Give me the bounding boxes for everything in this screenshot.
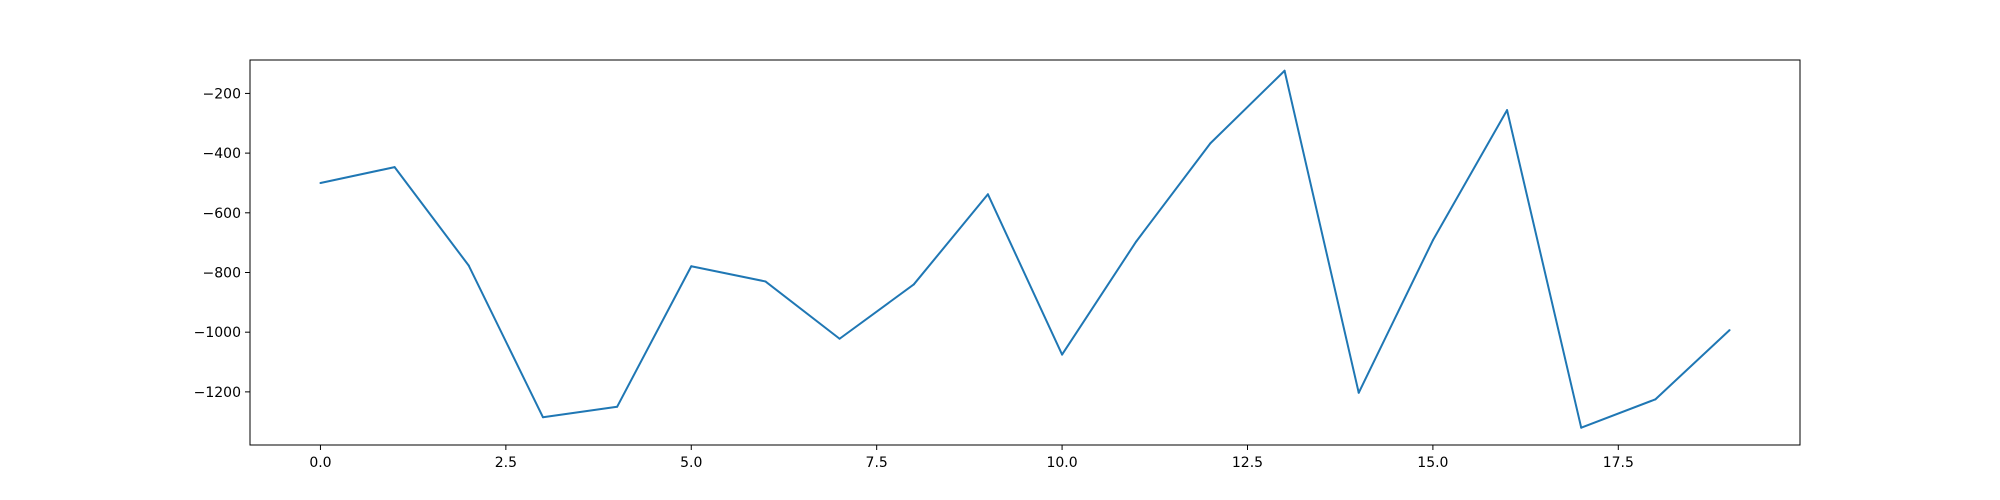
x-tick-label: 17.5	[1603, 455, 1634, 471]
x-axis: 0.0 2.5 5.0 7.5 10.0 12.5 15.0 17.5	[309, 445, 1634, 471]
y-tick-label: −1000	[194, 325, 241, 341]
y-tick-label: −1200	[194, 385, 241, 401]
series-line	[320, 69, 1731, 429]
data-point	[1209, 142, 1212, 145]
data-point	[541, 416, 544, 419]
x-tick-label: 0.0	[309, 455, 331, 471]
data-point	[1728, 329, 1731, 332]
data-point	[838, 337, 841, 340]
data-point	[1654, 398, 1657, 401]
x-tick-label: 2.5	[495, 455, 517, 471]
data-point	[1506, 109, 1509, 112]
data-point	[616, 405, 619, 408]
data-point	[1135, 240, 1138, 243]
y-tick-label: −800	[203, 265, 241, 281]
data-point	[1061, 353, 1064, 356]
data-point	[1431, 239, 1434, 242]
x-tick-label: 15.0	[1417, 455, 1448, 471]
data-point	[690, 265, 693, 268]
x-tick-label: 5.0	[680, 455, 702, 471]
y-tick-label: −600	[203, 206, 241, 222]
data-point	[986, 193, 989, 196]
plot-area	[319, 69, 1731, 429]
x-tick-label: 12.5	[1232, 455, 1263, 471]
y-tick-label: −200	[203, 86, 241, 102]
data-point	[467, 264, 470, 267]
data-point	[1580, 426, 1583, 429]
data-point	[319, 181, 322, 184]
x-tick-label: 10.0	[1046, 455, 1077, 471]
data-point	[764, 280, 767, 283]
data-point	[1283, 69, 1286, 72]
data-point	[912, 283, 915, 286]
data-point	[1357, 391, 1360, 394]
y-axis: −200 −400 −600 −800 −1000 −1200	[194, 86, 250, 401]
data-point	[393, 166, 396, 169]
y-tick-label: −400	[203, 146, 241, 162]
x-tick-label: 7.5	[866, 455, 888, 471]
axes-frame	[249, 59, 1801, 446]
